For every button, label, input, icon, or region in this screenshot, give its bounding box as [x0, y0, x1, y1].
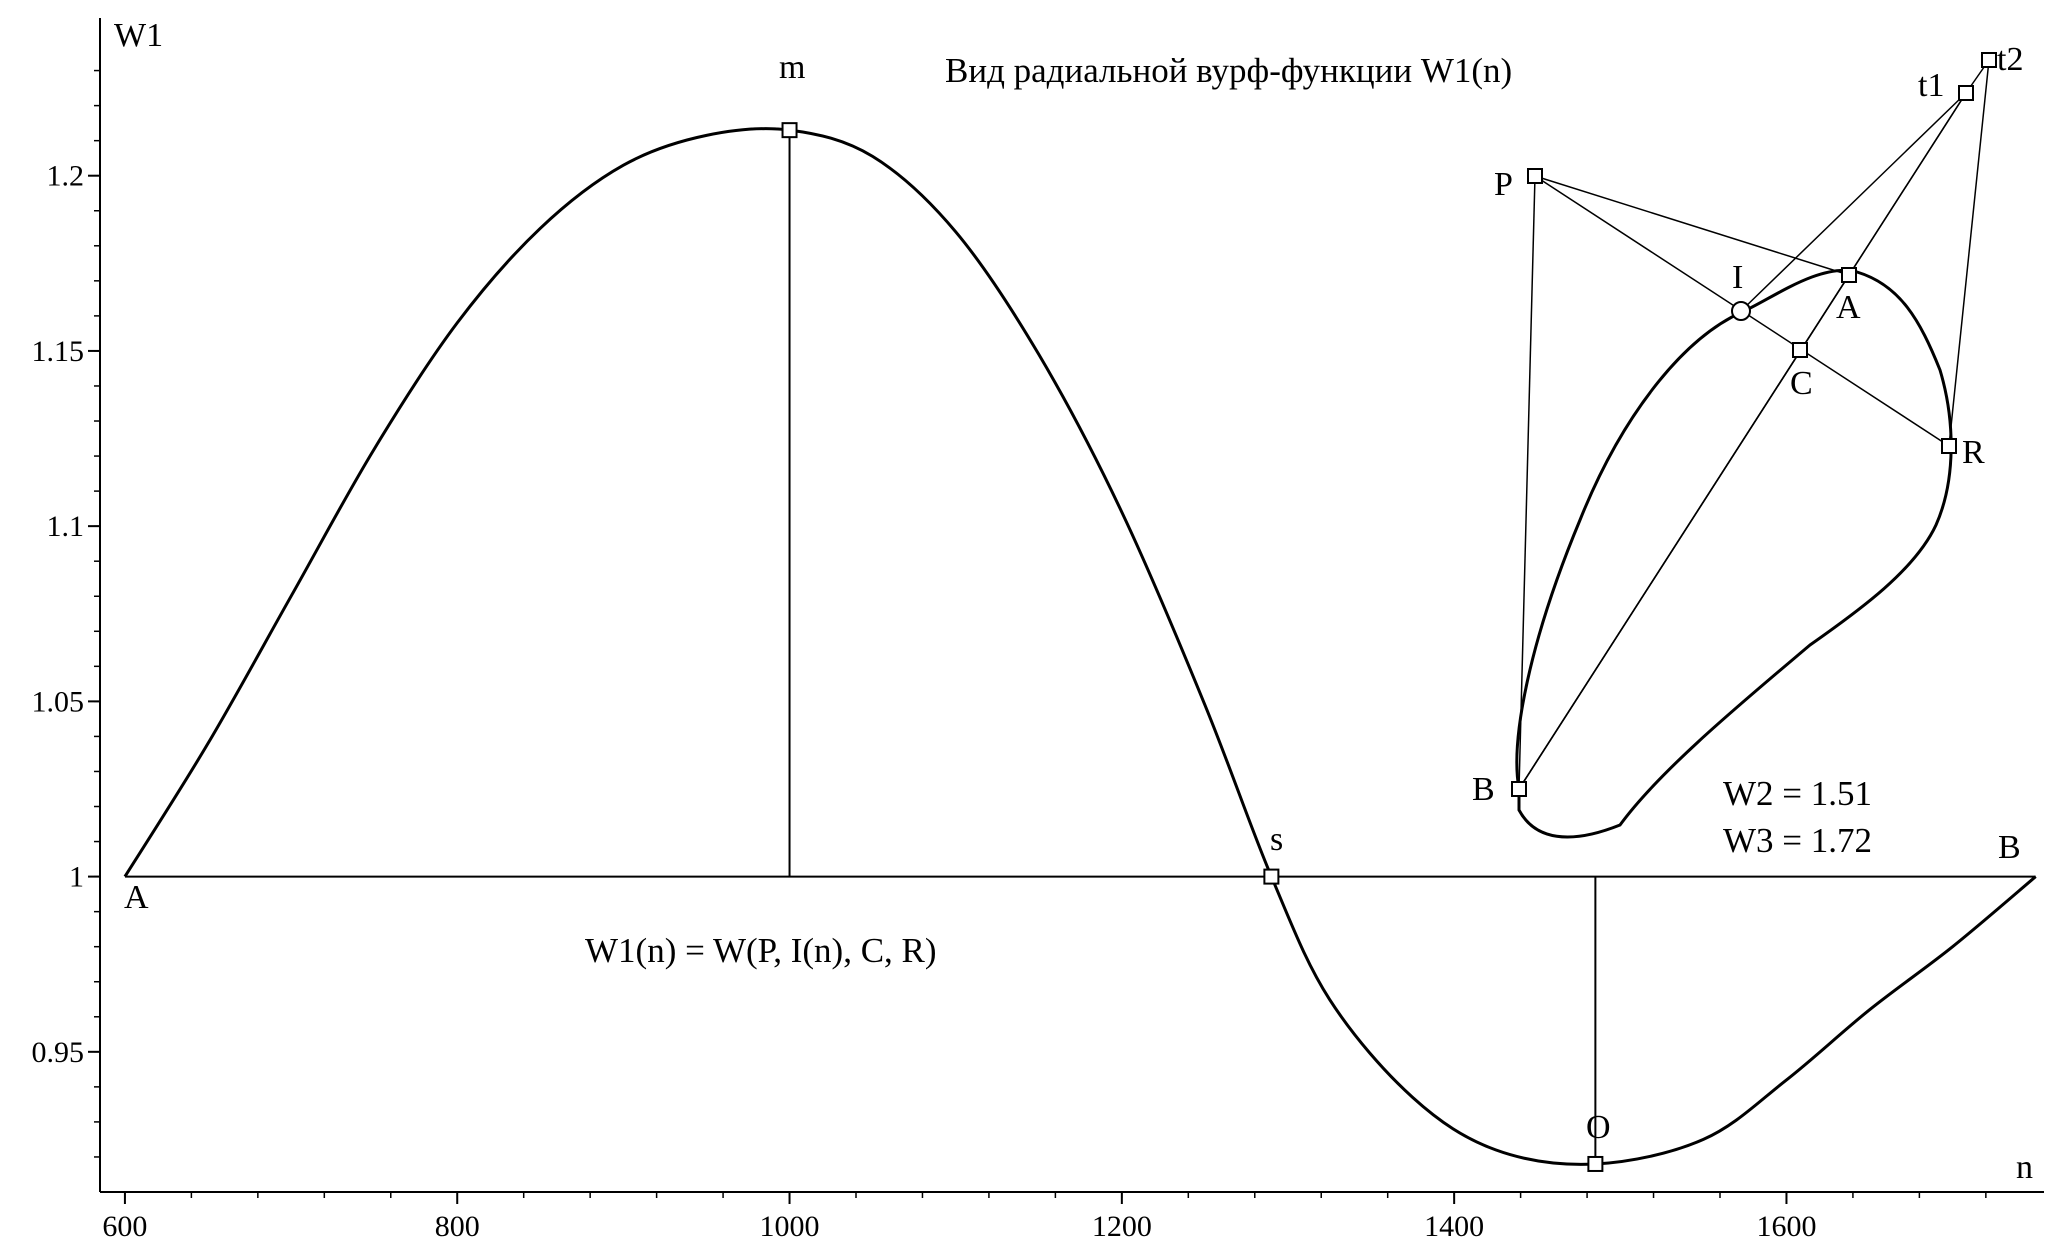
x-tick-label: 1400: [1424, 1210, 1484, 1243]
x-tick-label: 1000: [760, 1210, 820, 1243]
inset-loop-curve: [1515, 268, 1953, 839]
inset-marker-a: [1841, 267, 1857, 283]
x-tick-label: 600: [102, 1210, 147, 1243]
inset-marker-c: [1792, 342, 1808, 358]
y-tick-label: 1.15: [32, 335, 85, 368]
point-label-m: m: [779, 49, 805, 86]
w2-annotation: W2 = 1.51: [1723, 774, 1872, 813]
chart-title: Вид радиальной вурф-функции W1(n): [945, 51, 1512, 90]
inset-marker-r: [1941, 438, 1957, 454]
inset-label-b: B: [1472, 771, 1495, 808]
point-label-o: O: [1586, 1109, 1611, 1146]
y-tick-label: 1: [69, 861, 84, 894]
y-ticks: 0.95 1 1.05 1.1 1.15 1.2: [32, 160, 100, 1069]
inset-label-c: C: [1790, 365, 1813, 402]
point-label-a: A: [124, 879, 149, 916]
inset-marker-t2: [1981, 52, 1997, 68]
inset-label-a: A: [1836, 289, 1861, 326]
point-label-s: s: [1270, 821, 1283, 858]
inset-marker-b: [1511, 781, 1527, 797]
marker-m: [781, 122, 798, 139]
inset-label-i: I: [1732, 259, 1743, 296]
inset-line-p-a: [1534, 175, 1850, 276]
inset-label-t1: t1: [1918, 67, 1944, 104]
x-ticks: 600 800 1000 1200 1400 1600: [102, 1192, 1816, 1243]
inset-line-p-b: [1518, 175, 1536, 790]
formula-annotation: W1(n) = W(P, I(n), C, R): [585, 931, 937, 970]
inset-line-b-a: [1518, 274, 1850, 790]
marker-o: [1587, 1155, 1604, 1172]
x-tick-label: 800: [435, 1210, 480, 1243]
inset-line-r-t2: [1948, 59, 1990, 447]
inset-diagram: P I A C R B t1 t2: [1472, 41, 2023, 839]
y-tick-label: 1.1: [47, 510, 85, 543]
inset-line-i-t1: [1740, 92, 1967, 312]
inset-label-t2: t2: [1997, 41, 2023, 78]
inset-marker-p: [1527, 168, 1543, 184]
y-tick-label: 0.95: [32, 1036, 85, 1069]
inset-label-p: P: [1494, 166, 1513, 203]
inset-marker-t1: [1958, 85, 1974, 101]
x-tick-label: 1200: [1092, 1210, 1152, 1243]
series-line-w1: [123, 127, 2037, 1166]
x-tick-label: 1600: [1756, 1210, 1816, 1243]
marker-s: [1263, 868, 1280, 885]
inset-marker-i: [1731, 301, 1751, 321]
x-axis-title: n: [2016, 1149, 2033, 1186]
point-label-b: B: [1998, 829, 2021, 866]
y-tick-label: 1.2: [47, 160, 85, 193]
w3-annotation: W3 = 1.72: [1723, 821, 1872, 860]
y-tick-label: 1.05: [32, 685, 85, 718]
y-axis-title: W1: [114, 17, 163, 54]
inset-label-r: R: [1962, 434, 1985, 471]
